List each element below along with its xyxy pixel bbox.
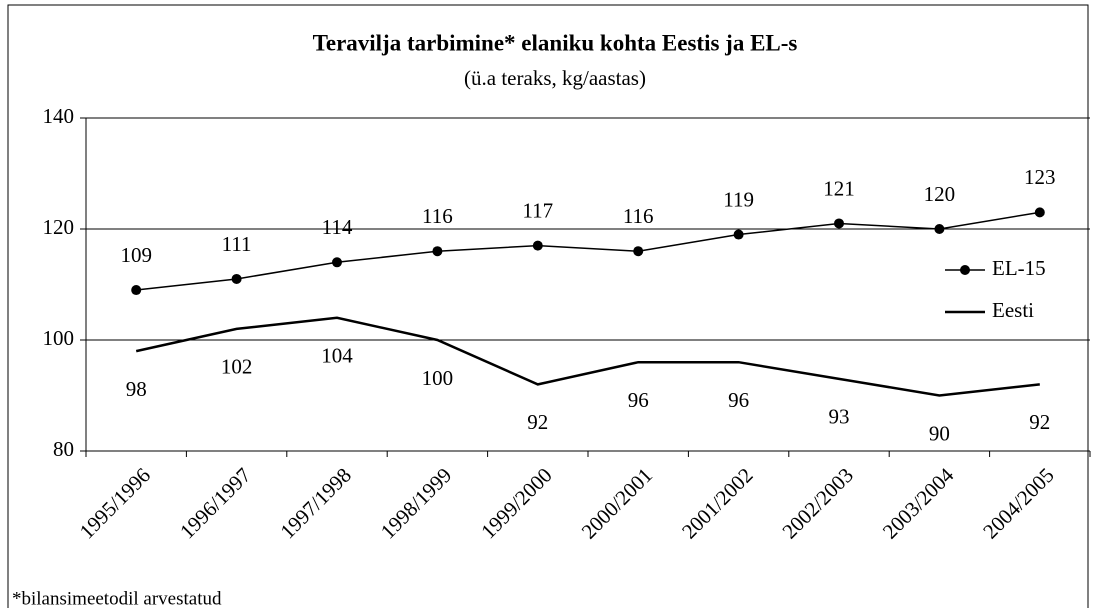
point: [532, 240, 543, 251]
x-tick-label: 1995/1996: [75, 463, 155, 543]
data-label: 121: [823, 176, 855, 200]
data-label: 104: [321, 344, 353, 368]
point: [834, 218, 844, 229]
chart-subtitle: (ü.a teraks, kg/aastas): [464, 66, 646, 90]
data-label: 93: [829, 405, 850, 429]
point: [332, 257, 342, 268]
data-label: 92: [527, 410, 548, 434]
data-label: 119: [723, 187, 754, 211]
data-label: 96: [628, 388, 649, 412]
x-tick-label: 1999/2000: [476, 463, 556, 543]
x-tick-label: 2003/2004: [878, 463, 959, 544]
point: [733, 229, 744, 240]
chart-title: Teravilja tarbimine* elaniku kohta Eesti…: [313, 30, 798, 55]
x-tick-label: 1998/1999: [376, 463, 456, 543]
data-label: 96: [728, 388, 749, 412]
data-label: 98: [126, 377, 147, 401]
data-label: 117: [522, 198, 553, 222]
legend-label: Eesti: [992, 298, 1034, 322]
series-line: [135, 316, 1040, 397]
footnote: *bilansimeetodil arvestatud: [12, 588, 222, 608]
data-label: 90: [929, 421, 950, 445]
chart-border: [7, 4, 1089, 608]
point: [131, 285, 142, 296]
x-tick-label: 2002/2003: [777, 463, 857, 543]
y-tick-label: 100: [43, 326, 75, 350]
data-label: 109: [120, 243, 152, 267]
data-label: 100: [422, 366, 454, 390]
data-label: 92: [1029, 410, 1050, 434]
data-label: 111: [222, 232, 252, 256]
series-line: [136, 211, 1040, 291]
point: [1034, 207, 1045, 218]
data-label: 120: [924, 182, 956, 206]
legend-marker: [960, 265, 970, 275]
x-tick-label: 2004/2005: [978, 463, 1058, 543]
y-tick-label: 120: [43, 215, 75, 239]
data-label: 102: [221, 355, 253, 379]
x-tick-label: 2000/2001: [577, 463, 657, 543]
x-tick-label: 1996/1997: [175, 463, 255, 543]
x-tick-label: 1997/1998: [275, 463, 355, 543]
data-label: 116: [422, 204, 453, 228]
point: [633, 246, 644, 257]
point: [432, 246, 443, 257]
y-tick-label: 140: [43, 104, 75, 128]
point: [231, 273, 242, 284]
point: [934, 224, 945, 234]
data-label: 123: [1024, 165, 1056, 189]
x-tick-label: 2001/2002: [677, 463, 757, 543]
legend-label: EL-15: [992, 256, 1046, 280]
data-label: 114: [322, 215, 353, 239]
data-label: 116: [623, 204, 654, 228]
y-tick-label: 80: [53, 437, 74, 461]
